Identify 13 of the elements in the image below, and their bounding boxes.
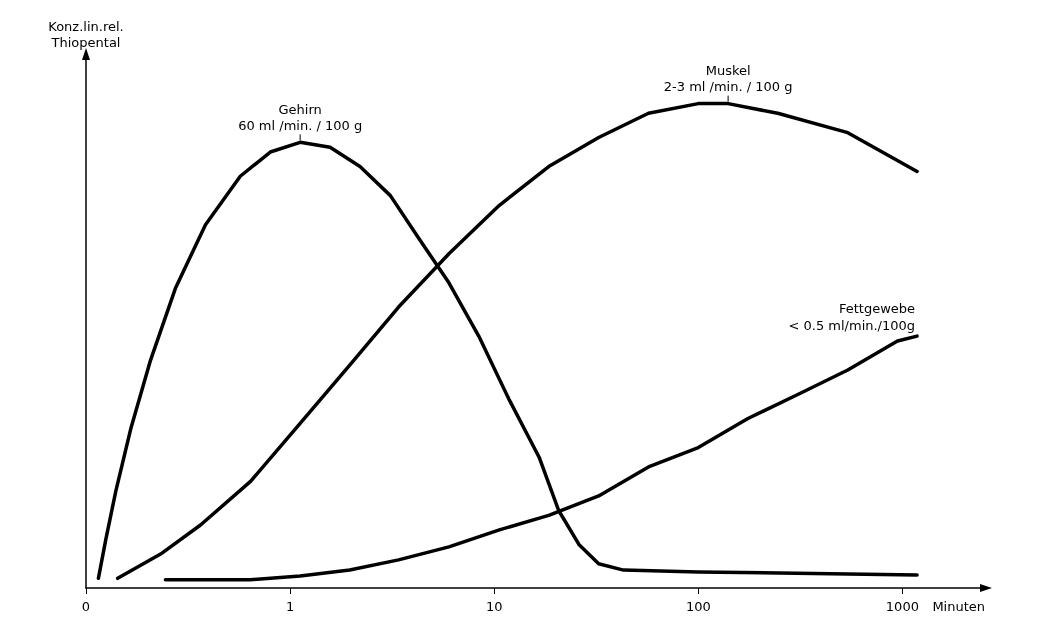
y-axis-title: Konz.lin.rel. Thiopental [48,18,124,50]
annotation: 60 ml /min. / 100 g [238,117,363,133]
x-tick-label: 10 [485,599,503,614]
annotation: < 0.5 ml/min./100g [788,317,916,333]
x-tick-label: 1000 [885,599,919,614]
series-label: Fettgewebe [838,300,916,316]
x-tick-label: 1 [285,599,295,614]
x-tick-label: 0 [81,599,91,614]
x-axis-title: Minuten [932,599,986,614]
x-tick-label: 100 [685,599,711,614]
annotation: 2-3 ml /min. / 100 g [663,79,793,95]
series-label: Muskel [705,63,751,79]
text: Gehirn [278,101,322,117]
